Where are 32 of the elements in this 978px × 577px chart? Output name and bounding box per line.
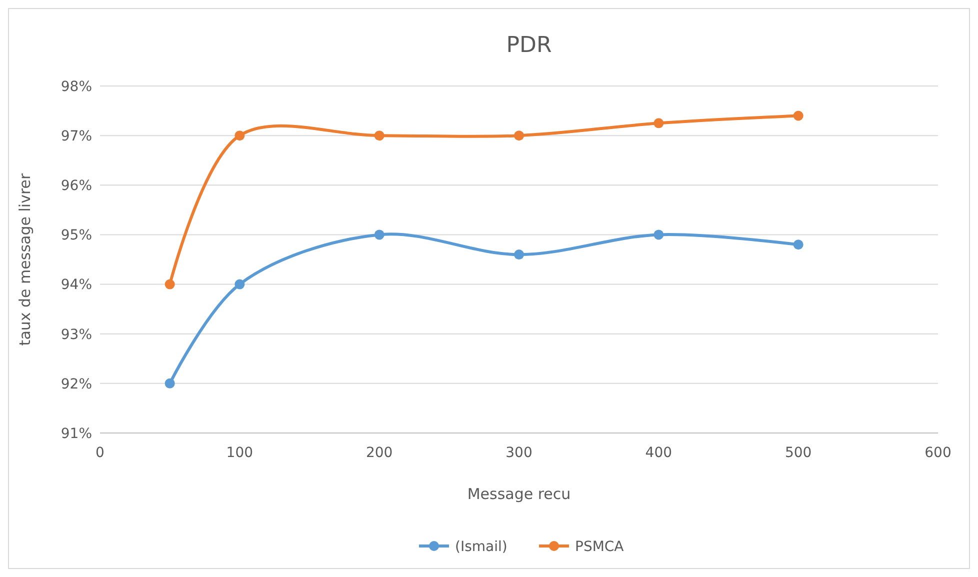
y-axis-title: taux de message livrer — [16, 172, 34, 346]
x-tick-label: 200 — [366, 445, 393, 461]
point — [234, 130, 245, 141]
x-tick-label: 500 — [784, 445, 812, 461]
legend-label: (Ismail) — [455, 538, 508, 555]
y-tick-label: 95% — [60, 228, 92, 244]
x-tick-label: 300 — [506, 445, 532, 461]
point — [793, 240, 804, 250]
y-tick-label: 91% — [60, 426, 92, 442]
x-tick-label: 600 — [924, 445, 952, 461]
y-tick-label: 97% — [60, 128, 92, 144]
point — [654, 118, 664, 128]
y-tick-label: 94% — [60, 277, 92, 294]
y-tick-label: 96% — [60, 178, 92, 194]
y-tick-label: 98% — [60, 78, 92, 95]
point — [514, 250, 524, 260]
x-axis-title: Message recu — [467, 485, 571, 503]
point — [514, 130, 524, 141]
point — [374, 230, 384, 240]
chart-title: PDR — [506, 33, 552, 58]
y-tick-label: 93% — [60, 326, 92, 343]
x-tick-label: 400 — [645, 445, 672, 461]
point — [164, 279, 175, 290]
x-tick-label: 100 — [226, 445, 254, 461]
point — [234, 279, 245, 290]
y-tick-label: 92% — [60, 376, 92, 392]
x-tick-label: 0 — [96, 445, 104, 461]
point — [654, 230, 664, 240]
point — [374, 130, 384, 141]
point — [793, 110, 804, 121]
point — [164, 378, 175, 388]
legend-label: PSMCA — [575, 538, 624, 555]
